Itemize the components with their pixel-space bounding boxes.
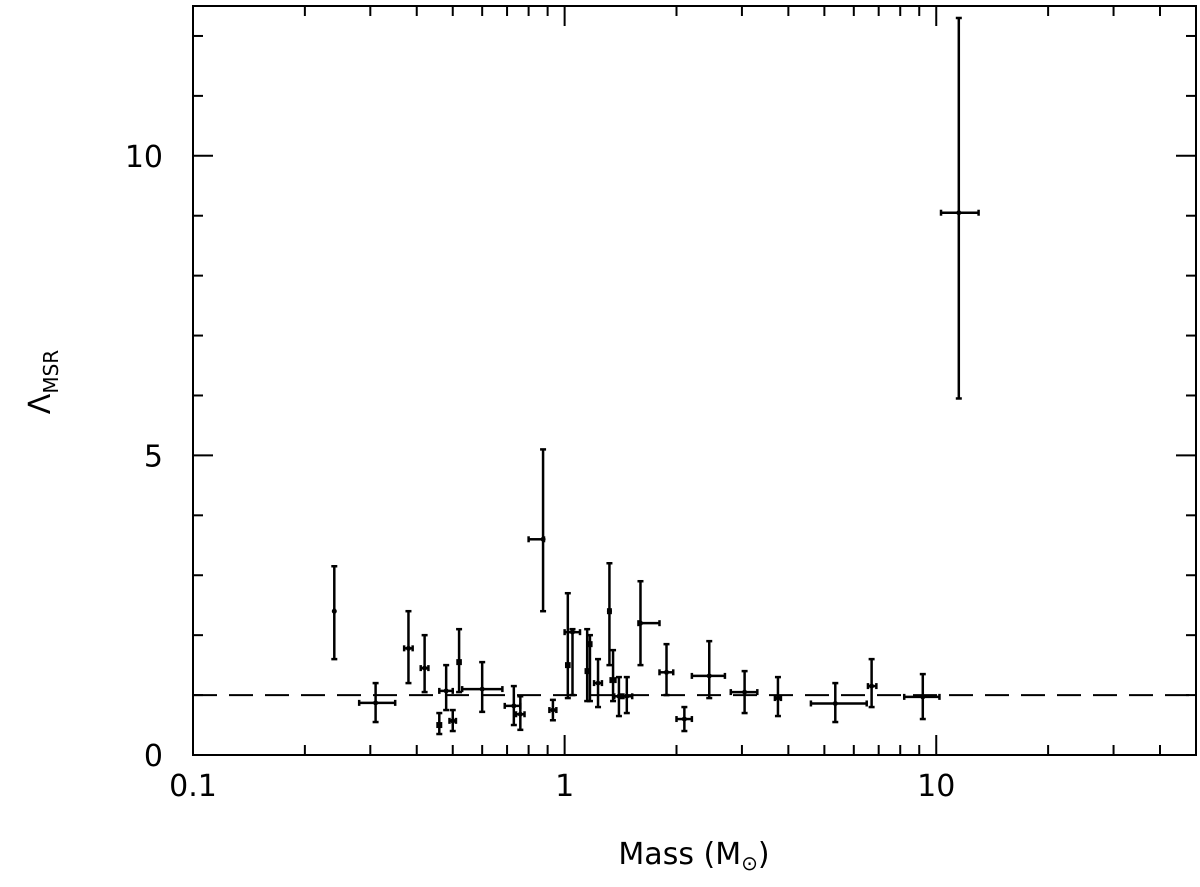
data-point [637, 579, 661, 667]
data-point [419, 633, 430, 694]
point-marker [565, 662, 571, 668]
point-marker [443, 688, 449, 694]
point-marker [331, 608, 337, 614]
plot-frame [192, 5, 1197, 756]
point-marker [550, 707, 556, 713]
point-marker [569, 629, 575, 635]
data-point [773, 675, 783, 718]
data-point [675, 705, 694, 733]
tick-labels: 0.1 1 10 0 5 10 [125, 140, 956, 804]
point-marker [606, 608, 612, 614]
point-marker [610, 677, 616, 683]
point-marker [775, 695, 781, 701]
data-point [729, 669, 759, 715]
point-marker [664, 669, 670, 675]
point-marker [595, 680, 601, 686]
data-point [527, 448, 547, 613]
axis-ticks [192, 6, 1197, 756]
data-point [584, 627, 591, 703]
point-marker [587, 641, 593, 647]
data-point [586, 633, 593, 703]
point-marker [584, 668, 590, 674]
point-marker [422, 665, 428, 671]
point-marker [637, 620, 643, 626]
data-point [939, 16, 980, 400]
data-point [902, 672, 941, 721]
x-tick-label: 1 [555, 769, 574, 804]
point-marker [517, 711, 523, 717]
point-marker [456, 659, 462, 665]
data-point [690, 639, 727, 700]
data-point [436, 711, 443, 736]
point-marker [869, 683, 875, 689]
point-marker [511, 703, 517, 709]
data-point [564, 591, 571, 700]
data-point [514, 695, 526, 732]
point-marker [920, 694, 926, 700]
x-tick-label: 0.1 [169, 769, 217, 804]
data-point [456, 627, 463, 694]
point-marker [956, 210, 962, 216]
y-axis-label: ΛMSR [23, 350, 63, 414]
data-point [609, 648, 617, 703]
y-tick-label: 5 [144, 439, 163, 474]
point-marker [540, 536, 546, 542]
data-point [448, 708, 458, 733]
data-point [658, 642, 675, 697]
data-point [592, 657, 604, 709]
x-axis-label: Mass (M⊙) [618, 837, 769, 875]
x-tick-label: 10 [917, 769, 955, 804]
data-point [402, 609, 414, 685]
data-point [438, 663, 455, 712]
y-tick-label: 10 [125, 140, 163, 175]
y-tick-label: 0 [144, 739, 163, 774]
point-marker [832, 700, 838, 706]
point-marker [681, 716, 687, 722]
point-marker [742, 689, 748, 695]
data-point [503, 684, 522, 727]
data-point [460, 660, 504, 714]
data-point [809, 681, 868, 724]
data-points [331, 16, 980, 736]
point-marker [436, 722, 442, 728]
data-point [548, 698, 558, 722]
point-marker [624, 693, 630, 699]
point-marker [405, 645, 411, 651]
point-marker [450, 718, 456, 724]
data-point [331, 565, 338, 661]
point-marker [373, 700, 379, 706]
point-marker [479, 686, 485, 692]
data-point [866, 657, 878, 709]
data-point [606, 562, 613, 667]
point-marker [706, 673, 712, 679]
data-point [357, 681, 397, 724]
data-point [619, 675, 634, 715]
data-point [563, 627, 582, 697]
